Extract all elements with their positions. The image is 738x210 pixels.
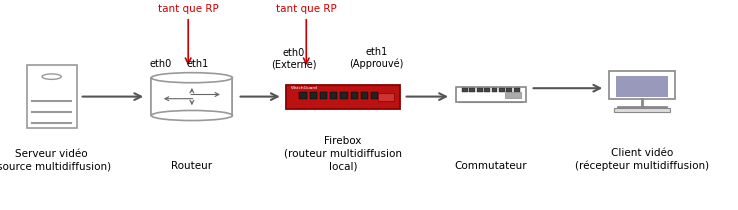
Bar	[371, 92, 379, 99]
Bar	[309, 92, 317, 99]
Bar	[330, 92, 337, 99]
Bar	[351, 92, 358, 99]
Bar	[340, 92, 348, 99]
Text: Serveur vidéo
(source multidiffusion): Serveur vidéo (source multidiffusion)	[0, 149, 111, 171]
Bar	[514, 88, 520, 92]
Ellipse shape	[151, 110, 232, 121]
Bar	[378, 93, 394, 101]
Bar	[300, 92, 307, 99]
Bar	[614, 108, 670, 112]
Ellipse shape	[151, 73, 232, 83]
Bar	[609, 71, 675, 99]
Text: Routeur: Routeur	[171, 161, 213, 171]
Bar	[477, 88, 483, 92]
Bar	[499, 88, 505, 92]
Bar	[320, 92, 327, 99]
Text: eth0
(Externe): eth0 (Externe)	[271, 48, 317, 69]
Bar	[27, 65, 77, 128]
Bar	[492, 88, 497, 92]
Text: Client vidéo
(récepteur multidiffusion): Client vidéo (récepteur multidiffusion)	[575, 148, 709, 171]
Text: eth0: eth0	[150, 59, 172, 69]
Bar	[456, 87, 525, 102]
Bar	[616, 76, 668, 97]
Bar	[361, 92, 368, 99]
Bar	[505, 92, 521, 98]
Bar	[286, 84, 400, 109]
Text: Firebox
(routeur multidiffusion
local): Firebox (routeur multidiffusion local)	[284, 136, 402, 171]
Bar	[484, 88, 490, 92]
Text: Activer en
tant que RP: Activer en tant que RP	[158, 0, 218, 14]
Bar	[462, 88, 468, 92]
Bar	[506, 88, 512, 92]
Text: WatchGuard: WatchGuard	[291, 86, 317, 90]
Text: Activer en
tant que RP: Activer en tant que RP	[276, 0, 337, 14]
Text: Commutateur: Commutateur	[455, 161, 527, 171]
Text: eth1
(Approuvé): eth1 (Approuvé)	[349, 47, 404, 69]
Bar	[151, 78, 232, 116]
Bar	[469, 88, 475, 92]
Text: eth1: eth1	[187, 59, 209, 69]
